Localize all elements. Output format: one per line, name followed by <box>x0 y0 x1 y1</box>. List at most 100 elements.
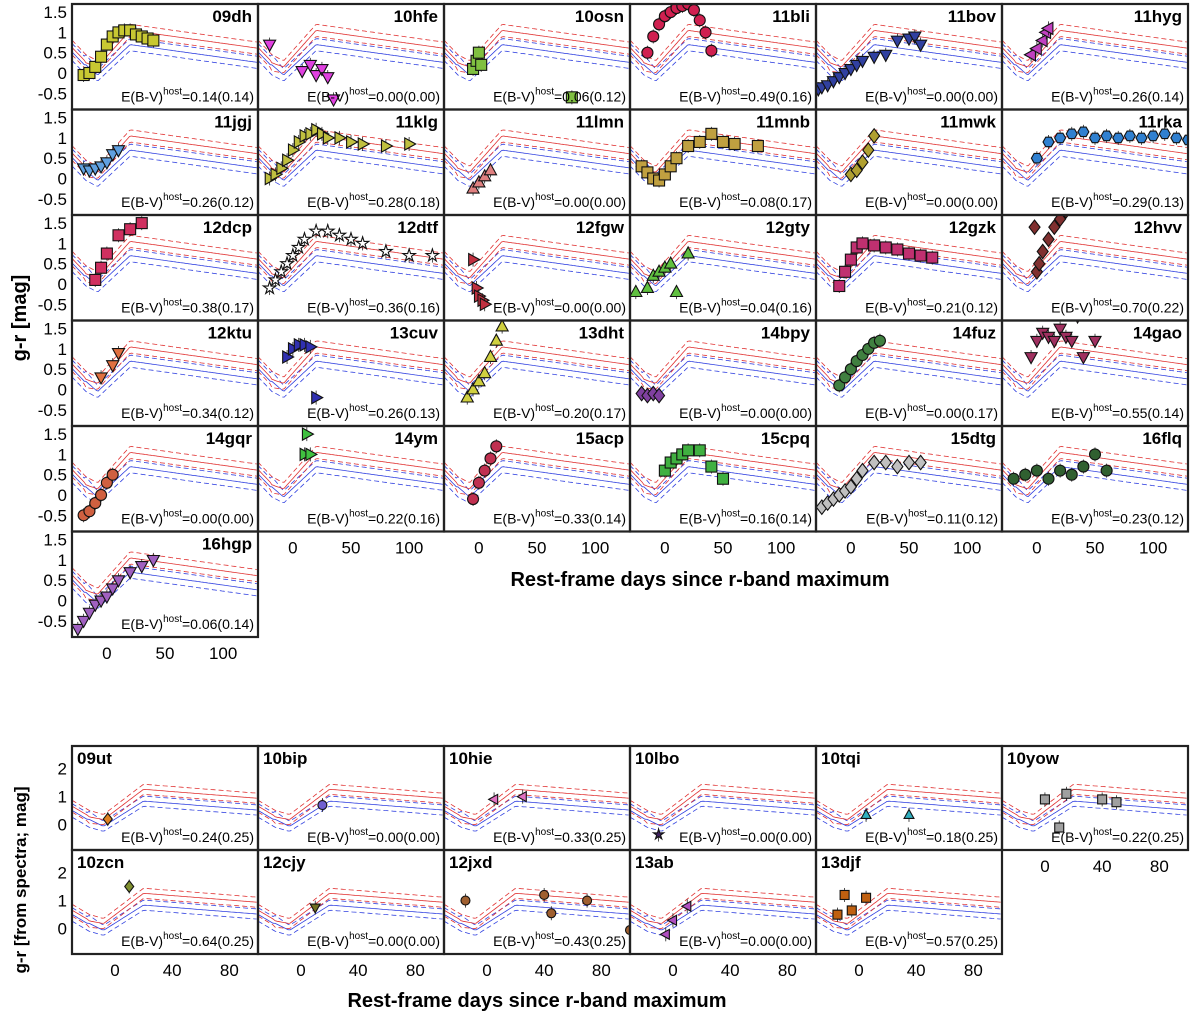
model-envelope-blue-low <box>816 261 1001 293</box>
ebv-annotation: E(B-V)host=0.00(0.00) <box>493 192 626 210</box>
model-curve-red <box>444 135 629 173</box>
data-point <box>716 135 730 149</box>
x-tick-label: 0 <box>660 539 669 558</box>
panel-title: 10tqi <box>821 749 861 768</box>
data-point <box>1088 448 1102 461</box>
model-envelope-red-low <box>72 898 257 930</box>
panel-plot-area <box>816 446 1001 516</box>
x-tick-label: 40 <box>349 961 368 980</box>
model-curve-red <box>630 452 815 489</box>
ebv-annotation: E(B-V)host=0.34(0.12) <box>121 403 254 421</box>
data-point <box>890 35 905 49</box>
model-envelope-blue-low <box>816 909 1001 936</box>
x-tick-label: 100 <box>395 539 423 558</box>
panel-frame <box>814 848 1004 956</box>
data-point <box>1097 794 1108 805</box>
model-envelope-blue-high <box>258 38 443 69</box>
ebv-annotation: E(B-V)host=0.00(0.00) <box>679 931 812 949</box>
data-point <box>699 26 712 39</box>
model-envelope-blue-low <box>816 155 1001 187</box>
panel-title: 14fuz <box>953 324 996 343</box>
data-point <box>471 174 486 188</box>
data-point <box>135 217 148 230</box>
model-envelope-red-low <box>258 352 443 390</box>
y-tick-label: 0.5 <box>43 571 67 590</box>
panel-12fgw: 12fgw E(B-V)host=0.00(0.00) <box>442 213 632 322</box>
data-point <box>479 297 493 312</box>
model-envelope-red-high <box>816 24 1001 61</box>
model-envelope-red-high <box>444 235 629 272</box>
panel-15cpq: 15cpq E(B-V)host=0.16(0.14) 0 50 100 <box>628 424 818 558</box>
data-point <box>891 458 904 475</box>
data-point <box>112 229 125 242</box>
data-point <box>867 454 881 471</box>
panel-plot-area <box>1002 446 1187 504</box>
y-tick-label: 1 <box>58 340 67 359</box>
model-envelope-red-high <box>72 446 257 483</box>
data-point <box>466 180 481 194</box>
ebv-annotation: E(B-V)host=0.06(0.14) <box>121 614 254 632</box>
model-envelope-red-low <box>258 36 443 74</box>
data-point <box>546 908 557 919</box>
data-point <box>424 247 441 263</box>
model-curve-blue <box>1002 255 1187 286</box>
data-point <box>1135 132 1148 144</box>
ebv-annotation: E(B-V)host=0.00(0.00) <box>865 87 998 105</box>
model-envelope-red-low <box>630 898 815 930</box>
model-envelope-red-low <box>1002 458 1187 496</box>
x-tick-label: 40 <box>907 961 926 980</box>
data-point <box>489 333 504 346</box>
data-point <box>309 70 324 83</box>
model-curve-blue <box>1002 800 1187 827</box>
ebv-annotation: E(B-V)host=0.00(0.00) <box>679 827 812 845</box>
top-x-axis-label: Rest-frame days since r-band maximum <box>510 569 889 591</box>
y-tick-label: 0 <box>58 169 67 188</box>
data-point <box>89 60 102 73</box>
panel-16flq: 16flq E(B-V)host=0.23(0.12) 0 50 100 <box>1000 424 1190 558</box>
data-point <box>471 373 486 387</box>
data-point <box>1042 136 1055 148</box>
model-curve-red <box>444 452 629 489</box>
x-tick-label: 100 <box>581 539 609 558</box>
data-point <box>867 51 882 65</box>
model-curve-red <box>630 788 815 820</box>
data-point <box>669 284 684 298</box>
model-envelope-blue-low <box>258 50 443 82</box>
data-point <box>346 134 359 149</box>
model-envelope-blue-high <box>72 249 257 280</box>
data-point <box>891 243 904 256</box>
data-point <box>495 320 510 332</box>
model-envelope-red-high <box>258 340 443 378</box>
data-point <box>680 900 692 913</box>
data-point <box>106 468 119 481</box>
model-curve-blue <box>1002 149 1187 181</box>
data-point <box>1048 219 1061 236</box>
ebv-annotation: E(B-V)host=0.04(0.16) <box>679 298 812 316</box>
panel-plot-area <box>630 783 815 842</box>
model-curve-red <box>1002 241 1187 278</box>
model-envelope-red-high <box>72 887 257 919</box>
panel-plot-area <box>816 783 1001 832</box>
ebv-annotation: E(B-V)host=0.21(0.12) <box>865 298 998 316</box>
panel-11klg: 11klg E(B-V)host=0.28(0.18) <box>256 108 446 217</box>
model-envelope-blue-low <box>72 50 257 82</box>
data-point <box>670 152 683 165</box>
x-tick-label: 80 <box>1150 857 1169 876</box>
ebv-annotation: E(B-V)host=0.22(0.25) <box>1051 827 1184 845</box>
data-point <box>1040 21 1054 36</box>
model-envelope-red-high <box>258 24 443 61</box>
panel-12dcp: 12dcp E(B-V)host=0.38(0.17) -0.500.5 11.5 <box>38 213 260 322</box>
data-point <box>850 162 863 179</box>
data-point <box>1077 126 1090 138</box>
panel-12gzk: 12gzk E(B-V)host=0.21(0.12) <box>814 213 1004 322</box>
data-point <box>284 247 301 263</box>
data-point <box>1077 460 1090 473</box>
data-point <box>94 372 109 386</box>
model-envelope-blue-low <box>816 366 1001 398</box>
y-tick-label: 0 <box>58 486 67 505</box>
data-point <box>846 905 857 916</box>
y-tick-label: 0.5 <box>43 466 67 485</box>
model-curve-blue <box>1002 360 1187 392</box>
panel-15acp: 15acp E(B-V)host=0.33(0.14) 0 50 100 <box>442 424 632 558</box>
